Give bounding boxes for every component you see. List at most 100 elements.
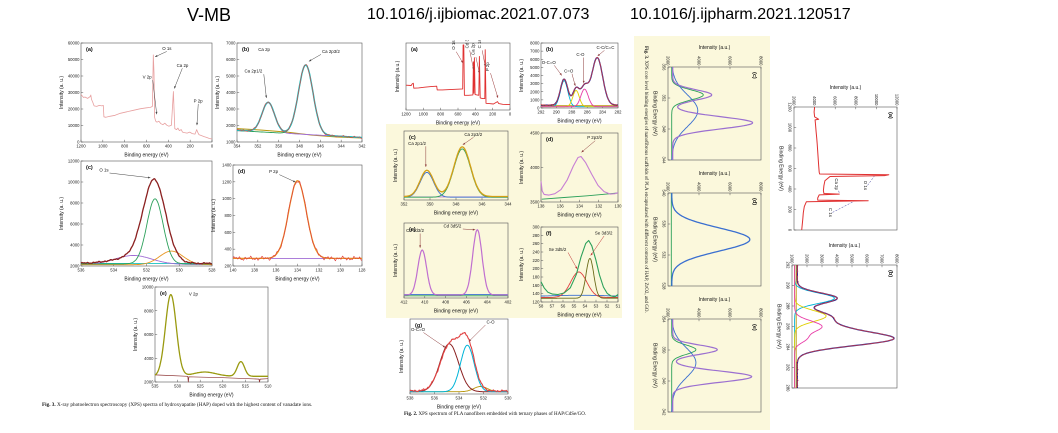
- svg-text:3500: 3500: [530, 200, 540, 205]
- svg-text:282: 282: [786, 364, 791, 372]
- svg-text:6000: 6000: [530, 57, 540, 62]
- svg-text:6000: 6000: [144, 332, 154, 337]
- svg-text:56: 56: [561, 304, 566, 309]
- svg-text:Binding Energy (eV): Binding Energy (eV): [776, 304, 782, 349]
- svg-text:Intensity (a.u.): Intensity (a.u.): [699, 171, 731, 177]
- svg-text:160: 160: [533, 283, 541, 288]
- svg-text:1200: 1200: [222, 179, 232, 184]
- svg-text:800: 800: [225, 213, 233, 218]
- chart-svg: 292 290 288 286 284 282 0 1000 2000 3000 4000 5000 6…: [519, 41, 623, 125]
- chart-svg: 352 350 348 346 344 Binding energy (eV) Intens…: [393, 130, 513, 217]
- svg-text:1000: 1000: [530, 97, 540, 102]
- svg-text:344: 344: [662, 157, 667, 165]
- caption-middle: Fig. 2. XPS spectrum of PLA nanofibers e…: [404, 412, 644, 418]
- svg-text:(g): (g): [415, 323, 422, 329]
- svg-text:536: 536: [431, 396, 439, 401]
- svg-text:1200: 1200: [788, 102, 793, 112]
- svg-text:Intensity (a.u.): Intensity (a.u.): [395, 60, 401, 92]
- svg-text:536: 536: [78, 268, 86, 273]
- svg-text:Binding energy (eV): Binding energy (eV): [557, 119, 602, 125]
- svg-text:528: 528: [209, 268, 217, 273]
- svg-text:8000: 8000: [759, 56, 764, 66]
- chart-svg: 540 536 532 528 2000 4000 6000 8000 Binding Ener…: [652, 171, 764, 290]
- svg-text:344: 344: [338, 144, 346, 149]
- chart-svg: 140 138 136 134 132 130 128 200 400 600 800 1000 120…: [211, 163, 366, 283]
- svg-text:4000: 4000: [697, 182, 702, 192]
- svg-text:346: 346: [479, 202, 487, 207]
- caption-middle-lead: Fig. 2.: [404, 412, 418, 417]
- svg-text:C=O: C=O: [564, 68, 574, 73]
- svg-text:200: 200: [533, 266, 541, 271]
- svg-text:Ca 2p1/2: Ca 2p1/2: [245, 69, 263, 74]
- svg-text:138: 138: [251, 268, 259, 273]
- svg-text:8000: 8000: [759, 182, 764, 192]
- svg-text:1000: 1000: [226, 140, 236, 145]
- svg-text:1000: 1000: [222, 196, 232, 201]
- svg-text:2000: 2000: [805, 254, 810, 264]
- svg-text:2000: 2000: [666, 182, 671, 192]
- svg-text:40000: 40000: [68, 74, 80, 79]
- svg-text:Binding energy (eV): Binding energy (eV): [124, 277, 169, 283]
- svg-text:600: 600: [225, 230, 233, 235]
- svg-text:12000: 12000: [68, 159, 80, 164]
- svg-text:Se 3d3/2: Se 3d3/2: [595, 231, 613, 236]
- svg-text:520: 520: [219, 384, 227, 389]
- svg-text:Intensity (a. u.): Intensity (a. u.): [519, 151, 525, 184]
- svg-text:C 1s: C 1s: [477, 40, 482, 48]
- svg-text:352: 352: [401, 202, 409, 207]
- svg-text:(e): (e): [409, 227, 416, 233]
- svg-text:(d): (d): [238, 169, 245, 175]
- svg-text:1000: 1000: [98, 144, 108, 149]
- svg-text:282: 282: [615, 110, 623, 115]
- svg-text:132: 132: [316, 268, 324, 273]
- svg-text:V 2p: V 2p: [143, 75, 153, 80]
- svg-text:600: 600: [143, 144, 151, 149]
- svg-text:2000: 2000: [70, 264, 80, 269]
- svg-text:1000: 1000: [790, 254, 795, 264]
- doi-ijpharm: 10.1016/j.ijpharm.2021.120517: [630, 6, 851, 23]
- svg-text:134: 134: [294, 268, 302, 273]
- svg-text:1200: 1200: [76, 144, 86, 149]
- svg-text:O 1s: O 1s: [99, 168, 109, 173]
- svg-text:C 1s: C 1s: [828, 208, 833, 218]
- svg-text:7000: 7000: [226, 41, 236, 46]
- caption-right-text: XPS core level binding energies of nanof…: [643, 59, 648, 313]
- svg-text:290: 290: [786, 282, 791, 290]
- svg-text:5000: 5000: [850, 254, 855, 264]
- panel-hap-survey: 1200 1000 800 600 400 200 0 0 10000 20000 30000 400…: [58, 40, 216, 159]
- svg-text:(a): (a): [411, 47, 418, 53]
- caption-right: Fig. 3. XPS core level binding energies …: [642, 46, 648, 424]
- svg-text:Binding Energy (eV): Binding Energy (eV): [652, 217, 658, 262]
- svg-text:Cd 3d: Cd 3d: [464, 40, 469, 48]
- svg-text:Intensity (a.u.): Intensity (a.u.): [699, 297, 731, 303]
- svg-text:(c): (c): [751, 72, 757, 79]
- svg-text:(d): (d): [751, 198, 757, 205]
- svg-text:Intensity (a. u.): Intensity (a. u.): [215, 76, 221, 109]
- svg-text:Intensity (a. u.): Intensity (a. u.): [393, 244, 399, 277]
- svg-text:2000: 2000: [530, 89, 540, 94]
- svg-text:Ca 2p: Ca 2p: [471, 43, 476, 55]
- svg-text:344: 344: [505, 202, 513, 207]
- svg-text:5000: 5000: [226, 74, 236, 79]
- svg-text:(b): (b): [546, 47, 553, 53]
- svg-text:C-O: C-O: [576, 52, 585, 57]
- svg-text:O 1s: O 1s: [863, 181, 868, 191]
- svg-text:120: 120: [533, 300, 541, 305]
- svg-text:342: 342: [359, 144, 367, 149]
- svg-text:Intensity (a.u.): Intensity (a.u.): [829, 243, 861, 249]
- svg-text:Intensity (a. u.): Intensity (a. u.): [519, 248, 525, 281]
- caption-left: Fig. 3. X-ray photoelectron spectroscopy…: [42, 402, 378, 409]
- svg-text:4000: 4000: [835, 254, 840, 264]
- svg-text:2000: 2000: [792, 96, 797, 106]
- panel-pla-o1s: 538 536 534 532 530 Binding energy (eV) Intens…: [398, 316, 512, 411]
- svg-text:Ca 2p3/2: Ca 2p3/2: [464, 132, 482, 137]
- svg-text:Ca 2p: Ca 2p: [834, 178, 839, 190]
- svg-text:4000: 4000: [530, 73, 540, 78]
- svg-text:Se 3d5/2: Se 3d5/2: [549, 247, 567, 252]
- svg-text:2000: 2000: [666, 308, 671, 318]
- svg-text:55: 55: [572, 304, 577, 309]
- svg-text:Binding energy (eV): Binding energy (eV): [436, 121, 481, 127]
- svg-text:Cd 3d5/2: Cd 3d5/2: [444, 224, 462, 229]
- svg-text:140: 140: [533, 291, 541, 296]
